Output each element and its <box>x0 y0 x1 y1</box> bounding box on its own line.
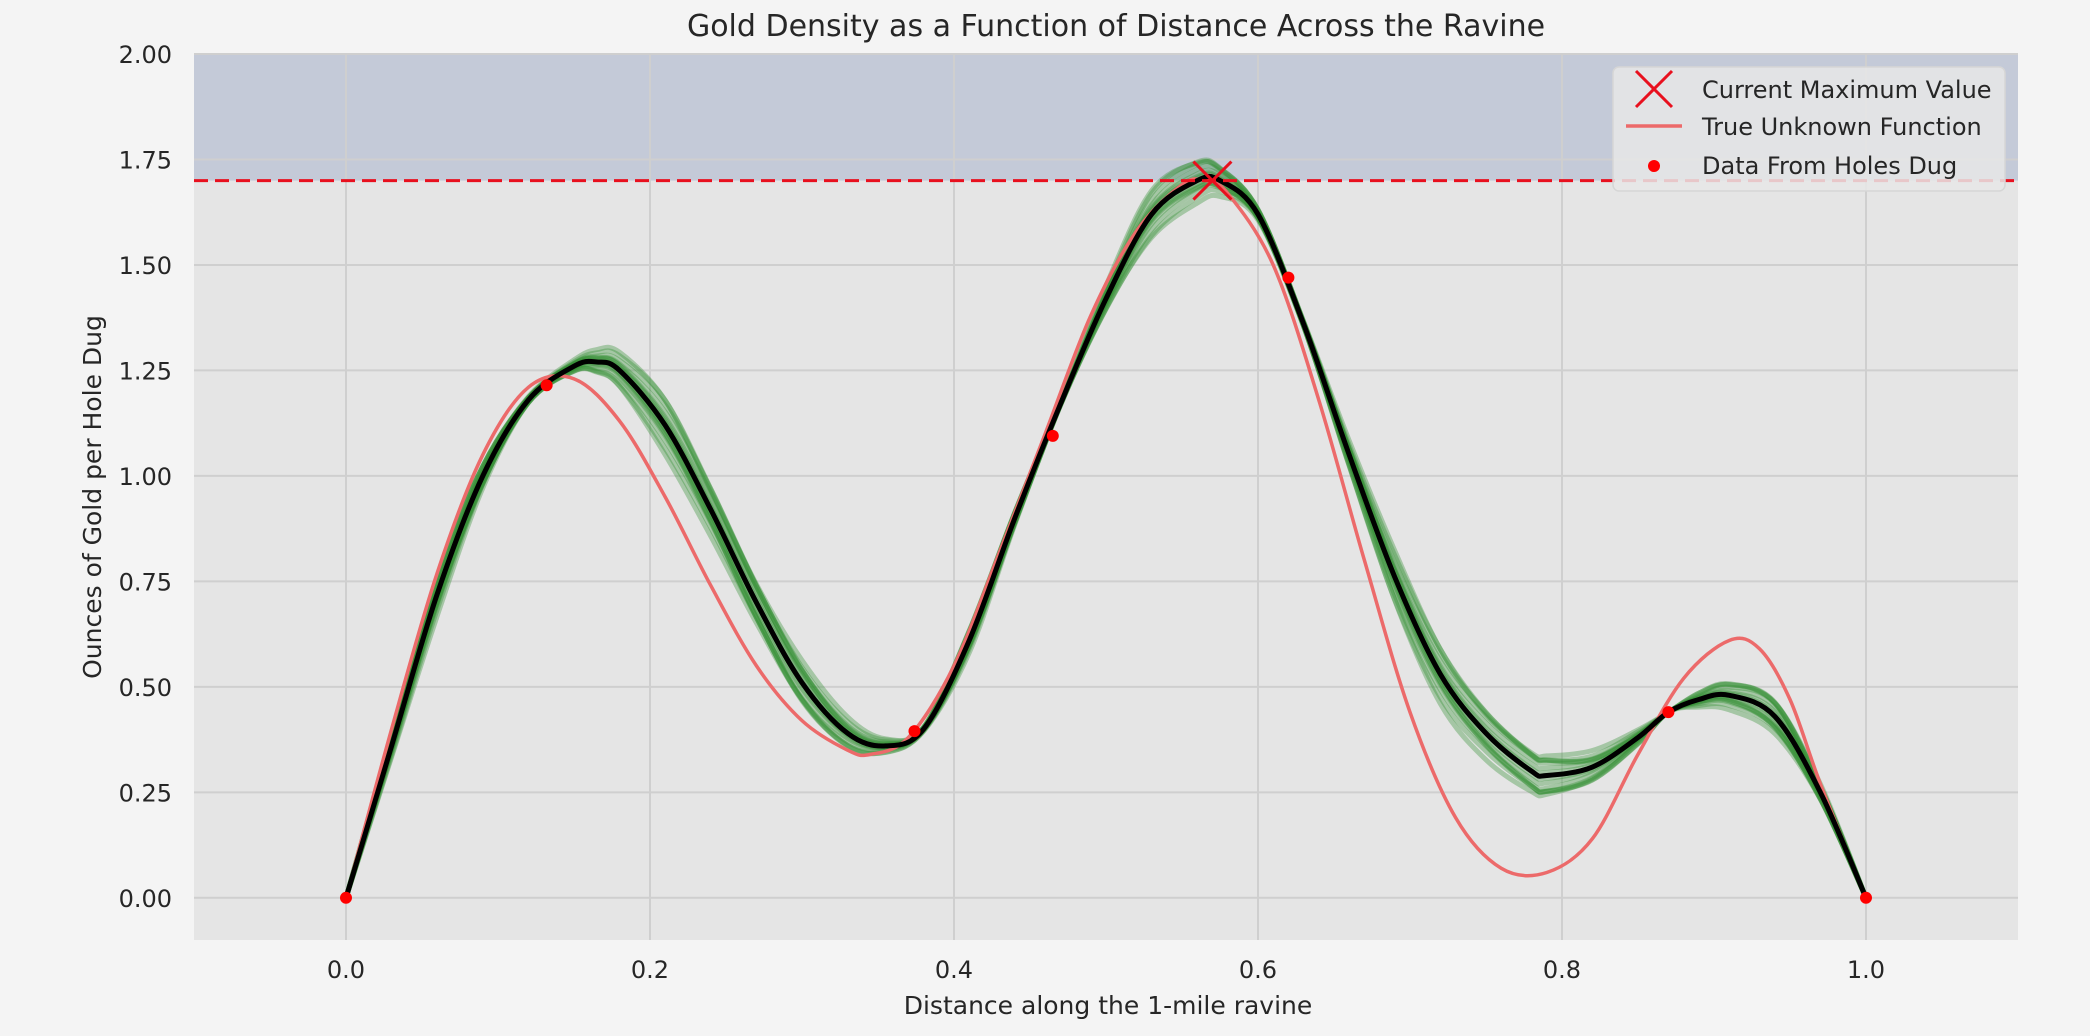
y-tick-label: 1.00 <box>119 463 172 491</box>
x-tick-label: 0.6 <box>1239 956 1277 984</box>
data-point <box>340 891 352 904</box>
legend-x-stroke <box>1634 69 1674 109</box>
current-max-marker <box>1192 160 1233 201</box>
legend-x-icon <box>1634 69 1674 109</box>
data-point <box>1282 271 1295 284</box>
y-tick-label: 1.75 <box>119 146 172 174</box>
legend: Current Maximum Value True Unknown Funct… <box>1612 66 2006 192</box>
gp-sample-curve <box>343 182 1869 901</box>
y-tick-label: 0.75 <box>119 568 172 596</box>
y-axis-label: Ounces of Gold per Hole Dug <box>78 315 107 679</box>
y-tick-label: 0.50 <box>119 674 172 702</box>
data-point <box>1046 429 1059 442</box>
y-tick-label: 0.00 <box>119 885 172 913</box>
data-point <box>1662 706 1675 719</box>
x-tick-label: 1.0 <box>1847 956 1885 984</box>
data-point <box>540 379 553 392</box>
y-tick-label: 1.25 <box>119 357 172 385</box>
x-tick-label: 0.0 <box>327 956 365 984</box>
x-tick-label: 0.2 <box>631 956 669 984</box>
axis-ticks: 0.0 0.2 0.4 0.6 0.8 1.0 0.00 0.25 0.50 0.75 1.00 1.… <box>119 41 1886 984</box>
data-points <box>340 271 1872 904</box>
legend-box <box>1612 66 2006 192</box>
legend-label-true-function: True Unknown Function <box>1701 113 1982 141</box>
gp-sample-curve <box>343 187 1869 901</box>
legend-label-data: Data From Holes Dug <box>1702 152 1957 180</box>
y-tick-label: 1.50 <box>119 252 172 280</box>
data-point <box>1860 891 1872 904</box>
max-marker-stroke <box>1192 160 1233 201</box>
legend-label-current-max: Current Maximum Value <box>1702 76 1992 104</box>
true-function-line <box>344 177 1868 899</box>
gp-mean-line <box>343 173 1869 899</box>
gp-sample-curve <box>343 157 1869 901</box>
y-tick-label: 2.00 <box>119 41 172 69</box>
chart-title: Gold Density as a Function of Distance A… <box>687 9 1545 44</box>
x-axis-label: Distance along the 1-mile ravine <box>904 991 1313 1020</box>
x-tick-label: 0.4 <box>935 956 973 984</box>
legend-dot-icon <box>1648 160 1660 172</box>
y-tick-label: 0.25 <box>119 779 172 807</box>
gp-sample-curve <box>343 158 1869 901</box>
gp-sample-curve <box>343 181 1869 901</box>
data-point <box>908 725 921 738</box>
gp-sample-curve <box>343 192 1869 901</box>
x-tick-label: 0.8 <box>1543 956 1581 984</box>
